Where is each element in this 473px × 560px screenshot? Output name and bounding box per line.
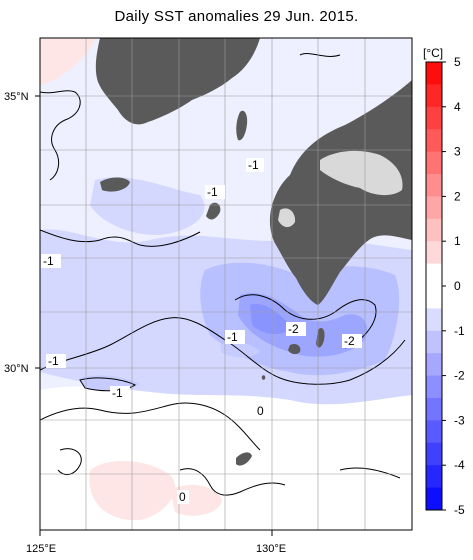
yakushima-land [288, 343, 301, 355]
colorbar-segment [426, 151, 442, 175]
colorbar-tick-label: -2 [454, 369, 465, 383]
colorbar-ticks: 5 4 3 2 1 0 -1 -2 -3 -4 -5 [442, 55, 465, 517]
land-masses [95, 38, 412, 466]
goto-land [206, 202, 221, 220]
colorbar-segment [426, 174, 442, 197]
colorbar-segment [426, 308, 442, 332]
colorbar-segment [426, 241, 442, 265]
colorbar-tick-label: 2 [454, 189, 461, 203]
contour-label: -1 [48, 354, 59, 368]
contour-label: 0 [257, 404, 264, 418]
colorbar-segment [426, 375, 442, 399]
axis-ticks [35, 95, 273, 536]
colorbar-tick-label: 1 [454, 234, 461, 248]
colorbar-segment [426, 62, 442, 85]
tsushima-land [236, 110, 248, 141]
lat-label-30: 30°N [4, 363, 29, 375]
colorbar-tick-label: 5 [454, 55, 461, 69]
colorbar-segment [426, 487, 442, 511]
map-frame [39, 37, 413, 531]
amami-land [236, 452, 252, 466]
colorbar-segment [426, 263, 442, 287]
contour-label: -1 [227, 330, 238, 344]
contour-label: -2 [344, 334, 355, 348]
contour-label: -1 [248, 158, 259, 172]
colorbar-tick-label: 3 [454, 145, 461, 159]
colorbar-segment [426, 84, 442, 108]
contour-label: 0 [179, 490, 186, 504]
colorbar-segment [426, 330, 442, 354]
colorbar-segment [426, 442, 442, 466]
contour-label: -1 [207, 185, 218, 199]
colorbar-segment [426, 286, 442, 309]
colorbar-tick-label: -4 [454, 458, 465, 472]
jeju-land [100, 177, 130, 192]
colorbar-segment [426, 420, 442, 444]
colorbar-tick-label: -5 [454, 503, 465, 517]
colorbar [426, 62, 442, 511]
lat-label-35: 35°N [4, 91, 29, 103]
contour-label: -1 [112, 386, 123, 400]
colorbar-tick-label: 4 [454, 100, 461, 114]
colorbar-tick-label: 0 [454, 279, 461, 293]
colorbar-segment [426, 196, 442, 220]
colorbar-segment [426, 129, 442, 153]
colorbar-segment [426, 106, 442, 130]
colorbar-segment [426, 353, 442, 377]
map-title: Daily SST anomalies 29 Jun. 2015. [114, 8, 359, 25]
colorbar-segment [426, 465, 442, 489]
lon-label-130: 130°E [256, 543, 286, 555]
colorbar-segment [426, 218, 442, 242]
colorbar-segment [426, 398, 442, 421]
colorbar-tick-label: -3 [454, 413, 465, 427]
kyushu-land [269, 80, 412, 305]
contour-label: -1 [43, 254, 54, 268]
korea-land [95, 38, 260, 125]
colorbar-unit: [°C] [423, 46, 443, 60]
colorbar-tick-label: -1 [454, 324, 465, 338]
graticule [40, 38, 412, 530]
tokara-land [261, 375, 266, 380]
lon-label-125: 125°E [26, 543, 56, 555]
contour-label: -2 [288, 322, 299, 336]
